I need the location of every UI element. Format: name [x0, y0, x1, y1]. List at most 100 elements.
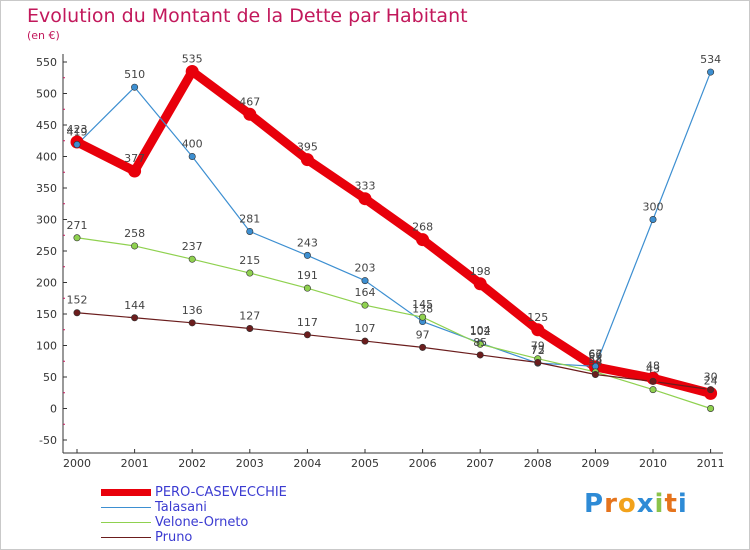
data-label: 102 [470, 325, 491, 338]
data-label: 79 [531, 340, 545, 353]
x-tick-label: 2006 [409, 457, 437, 470]
data-point [185, 64, 199, 78]
data-point [300, 153, 314, 167]
x-tick-label: 2010 [639, 457, 667, 470]
x-tick-label: 2008 [524, 457, 552, 470]
data-point [246, 227, 254, 235]
data-label: 58 [588, 353, 602, 366]
data-point [73, 234, 81, 242]
data-label: 395 [297, 141, 318, 154]
data-point [419, 343, 427, 351]
data-label: 136 [182, 304, 203, 317]
data-point [128, 164, 142, 178]
data-point [707, 68, 715, 76]
data-label: 48 [646, 359, 660, 372]
data-point [419, 313, 427, 321]
data-label: 73 [531, 344, 545, 357]
data-label: 423 [67, 123, 88, 136]
data-point [246, 269, 254, 277]
logo-letter: t [664, 489, 678, 519]
logo-letter: P [584, 489, 605, 519]
legend-swatch [101, 521, 151, 524]
legend-swatch [101, 536, 151, 539]
y-tick-label: 400 [36, 151, 57, 164]
data-point [303, 284, 311, 292]
data-label: 125 [527, 311, 548, 324]
logo-letter: i [677, 489, 688, 519]
data-point [131, 314, 139, 322]
x-tick-label: 2007 [466, 457, 494, 470]
data-label: 43 [646, 362, 660, 375]
x-tick-label: 2000 [63, 457, 91, 470]
x-tick-label: 2004 [293, 457, 321, 470]
series-line-talasani [76, 71, 712, 367]
series-line-velone-orneto [76, 237, 712, 410]
data-label: 271 [67, 219, 88, 232]
data-label: 145 [412, 298, 433, 311]
data-point [303, 251, 311, 259]
y-tick-label: 200 [36, 277, 57, 290]
data-point [358, 192, 372, 206]
y-tick-label: 450 [36, 119, 57, 132]
y-tick-label: 250 [36, 245, 57, 258]
data-label: 419 [67, 126, 88, 139]
data-point [73, 141, 81, 149]
data-label: 258 [124, 227, 145, 240]
legend-label: Velone-Orneto [155, 515, 249, 530]
data-point [73, 309, 81, 317]
data-label: 268 [412, 221, 433, 234]
data-point [649, 386, 657, 394]
data-label: 152 [67, 294, 88, 307]
data-label: 117 [297, 316, 318, 329]
chart-title: Evolution du Montant de la Dette par Hab… [27, 5, 468, 27]
data-point [649, 216, 657, 224]
data-point [534, 359, 542, 367]
x-tick-label: 2009 [581, 457, 609, 470]
data-label: 72 [531, 344, 545, 357]
y-tick-label: 300 [36, 214, 57, 227]
data-label: 85 [473, 336, 487, 349]
data-label: 67 [588, 347, 602, 360]
logo-letter: o [617, 489, 637, 519]
data-point [246, 324, 254, 332]
series-line-pero-casevecchie [72, 66, 716, 398]
y-tick-label: 150 [36, 308, 57, 321]
data-point [361, 337, 369, 345]
data-label: 534 [700, 53, 721, 66]
data-label: 377 [124, 152, 145, 165]
y-tick-label: 350 [36, 182, 57, 195]
x-tick-label: 2002 [178, 457, 206, 470]
data-label: 97 [416, 328, 430, 341]
data-point [131, 242, 139, 250]
y-tick-label: 0 [50, 403, 57, 416]
data-point [416, 233, 430, 247]
data-label: 215 [239, 254, 260, 267]
data-point [188, 255, 196, 263]
data-label: 66 [588, 348, 602, 361]
data-label: 198 [470, 265, 491, 278]
data-point [243, 107, 257, 121]
legend-label: Pruno [155, 530, 193, 545]
logo-letter: x [636, 489, 655, 519]
data-label: 467 [239, 95, 260, 108]
data-point [303, 331, 311, 339]
legend-label: PERO-CASEVECCHIE [155, 485, 287, 500]
data-point [707, 404, 715, 412]
chart-subtitle: (en €) [27, 29, 60, 42]
data-label: 535 [182, 52, 203, 65]
y-tick-label: 550 [36, 56, 57, 69]
data-point [188, 153, 196, 161]
x-tick-label: 2001 [121, 457, 149, 470]
data-label: 510 [124, 68, 145, 81]
data-point [361, 301, 369, 309]
data-point [476, 340, 484, 348]
data-label: 24 [704, 374, 718, 387]
data-point [591, 370, 599, 378]
data-label: 127 [239, 309, 260, 322]
data-point [188, 319, 196, 327]
data-point [649, 377, 657, 385]
data-point [131, 83, 139, 91]
data-point [473, 277, 487, 291]
legend-swatch [101, 489, 151, 496]
